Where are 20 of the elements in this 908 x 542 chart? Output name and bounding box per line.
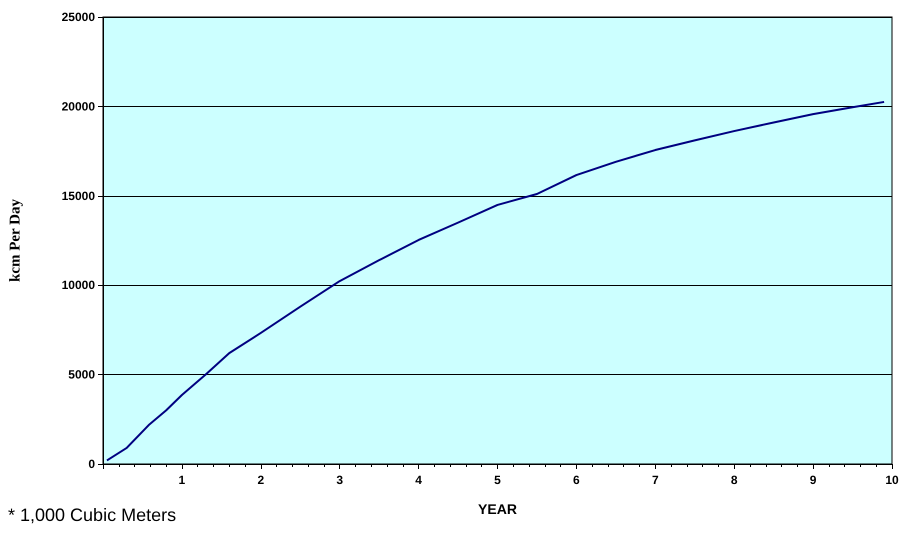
line-series: [106, 100, 886, 462]
x-tick-label: 10: [885, 473, 899, 487]
x-tick-label: 7: [652, 473, 659, 487]
x-axis-title: YEAR: [478, 501, 517, 517]
x-tick-label: 6: [573, 473, 580, 487]
y-tick-label: 5000: [68, 368, 96, 382]
x-tick-label: 8: [730, 473, 738, 487]
y-tick-label: 0: [88, 457, 96, 471]
text: * 1,000 Cubic Meters: [8, 505, 176, 526]
y-tick-label: 25000: [62, 10, 96, 24]
y-axis-title: kcm Per Day: [8, 198, 24, 282]
y-tick-label: 15000: [62, 188, 96, 203]
x-tick-label: 3: [336, 473, 344, 487]
x-tick-label: 1: [178, 473, 186, 487]
x-tick-label: 2: [257, 473, 264, 487]
x-tick-label: 5: [494, 473, 502, 487]
y-tick-label: 10000: [62, 278, 96, 292]
x-tick-label: 4: [415, 473, 422, 487]
y-tick-label: 20000: [62, 99, 96, 114]
x-tick-label: 9: [810, 473, 817, 487]
